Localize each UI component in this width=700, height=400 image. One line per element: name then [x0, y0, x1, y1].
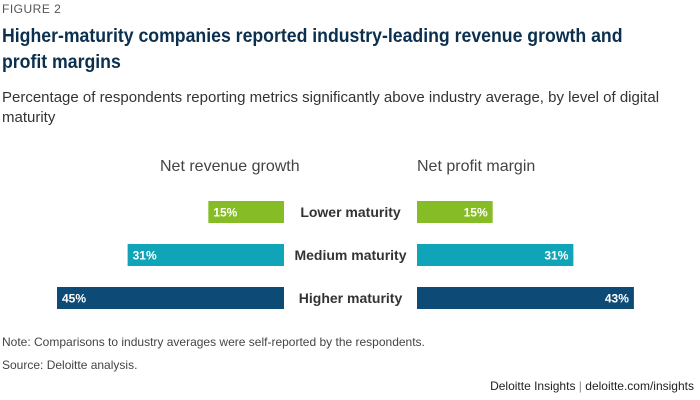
category-label-medium-maturity: Medium maturity: [294, 247, 406, 263]
category-label-higher-maturity: Higher maturity: [299, 290, 403, 306]
revenue-bar-lower-maturity: [208, 201, 284, 223]
profit-bar-higher-maturity: [417, 287, 634, 309]
chart-subtitle: Percentage of respondents reporting metr…: [2, 89, 660, 126]
footer-brand: Deloitte Insights: [490, 379, 576, 393]
revenue-bar-higher-maturity: [57, 287, 284, 309]
category-label-lower-maturity: Lower maturity: [300, 204, 401, 220]
revenue-label-lower-maturity: 15%: [213, 206, 237, 220]
footer-url[interactable]: deloitte.com/insights: [585, 379, 694, 393]
right-series-header: Net profit margin: [417, 158, 536, 175]
profit-label-lower-maturity: 15%: [464, 206, 488, 220]
footer-separator: |: [578, 379, 582, 393]
revenue-label-higher-maturity: 45%: [62, 292, 86, 306]
revenue-label-medium-maturity: 31%: [133, 249, 157, 263]
chart-title: Higher-maturity companies reported indus…: [2, 26, 623, 73]
left-series-header: Net revenue growth: [160, 158, 300, 175]
chart-source: Source: Deloitte analysis.: [2, 358, 138, 372]
profit-bar-lower-maturity: [417, 201, 493, 223]
profit-label-medium-maturity: 31%: [544, 249, 568, 263]
profit-label-higher-maturity: 43%: [605, 292, 629, 306]
chart-note: Note: Comparisons to industry averages w…: [2, 335, 425, 349]
figure-label: FIGURE 2: [2, 2, 62, 16]
profit-bar-medium-maturity: [417, 244, 574, 266]
revenue-bar-medium-maturity: [127, 244, 284, 266]
footer: Deloitte Insights | deloitte.com/insight…: [490, 379, 694, 393]
